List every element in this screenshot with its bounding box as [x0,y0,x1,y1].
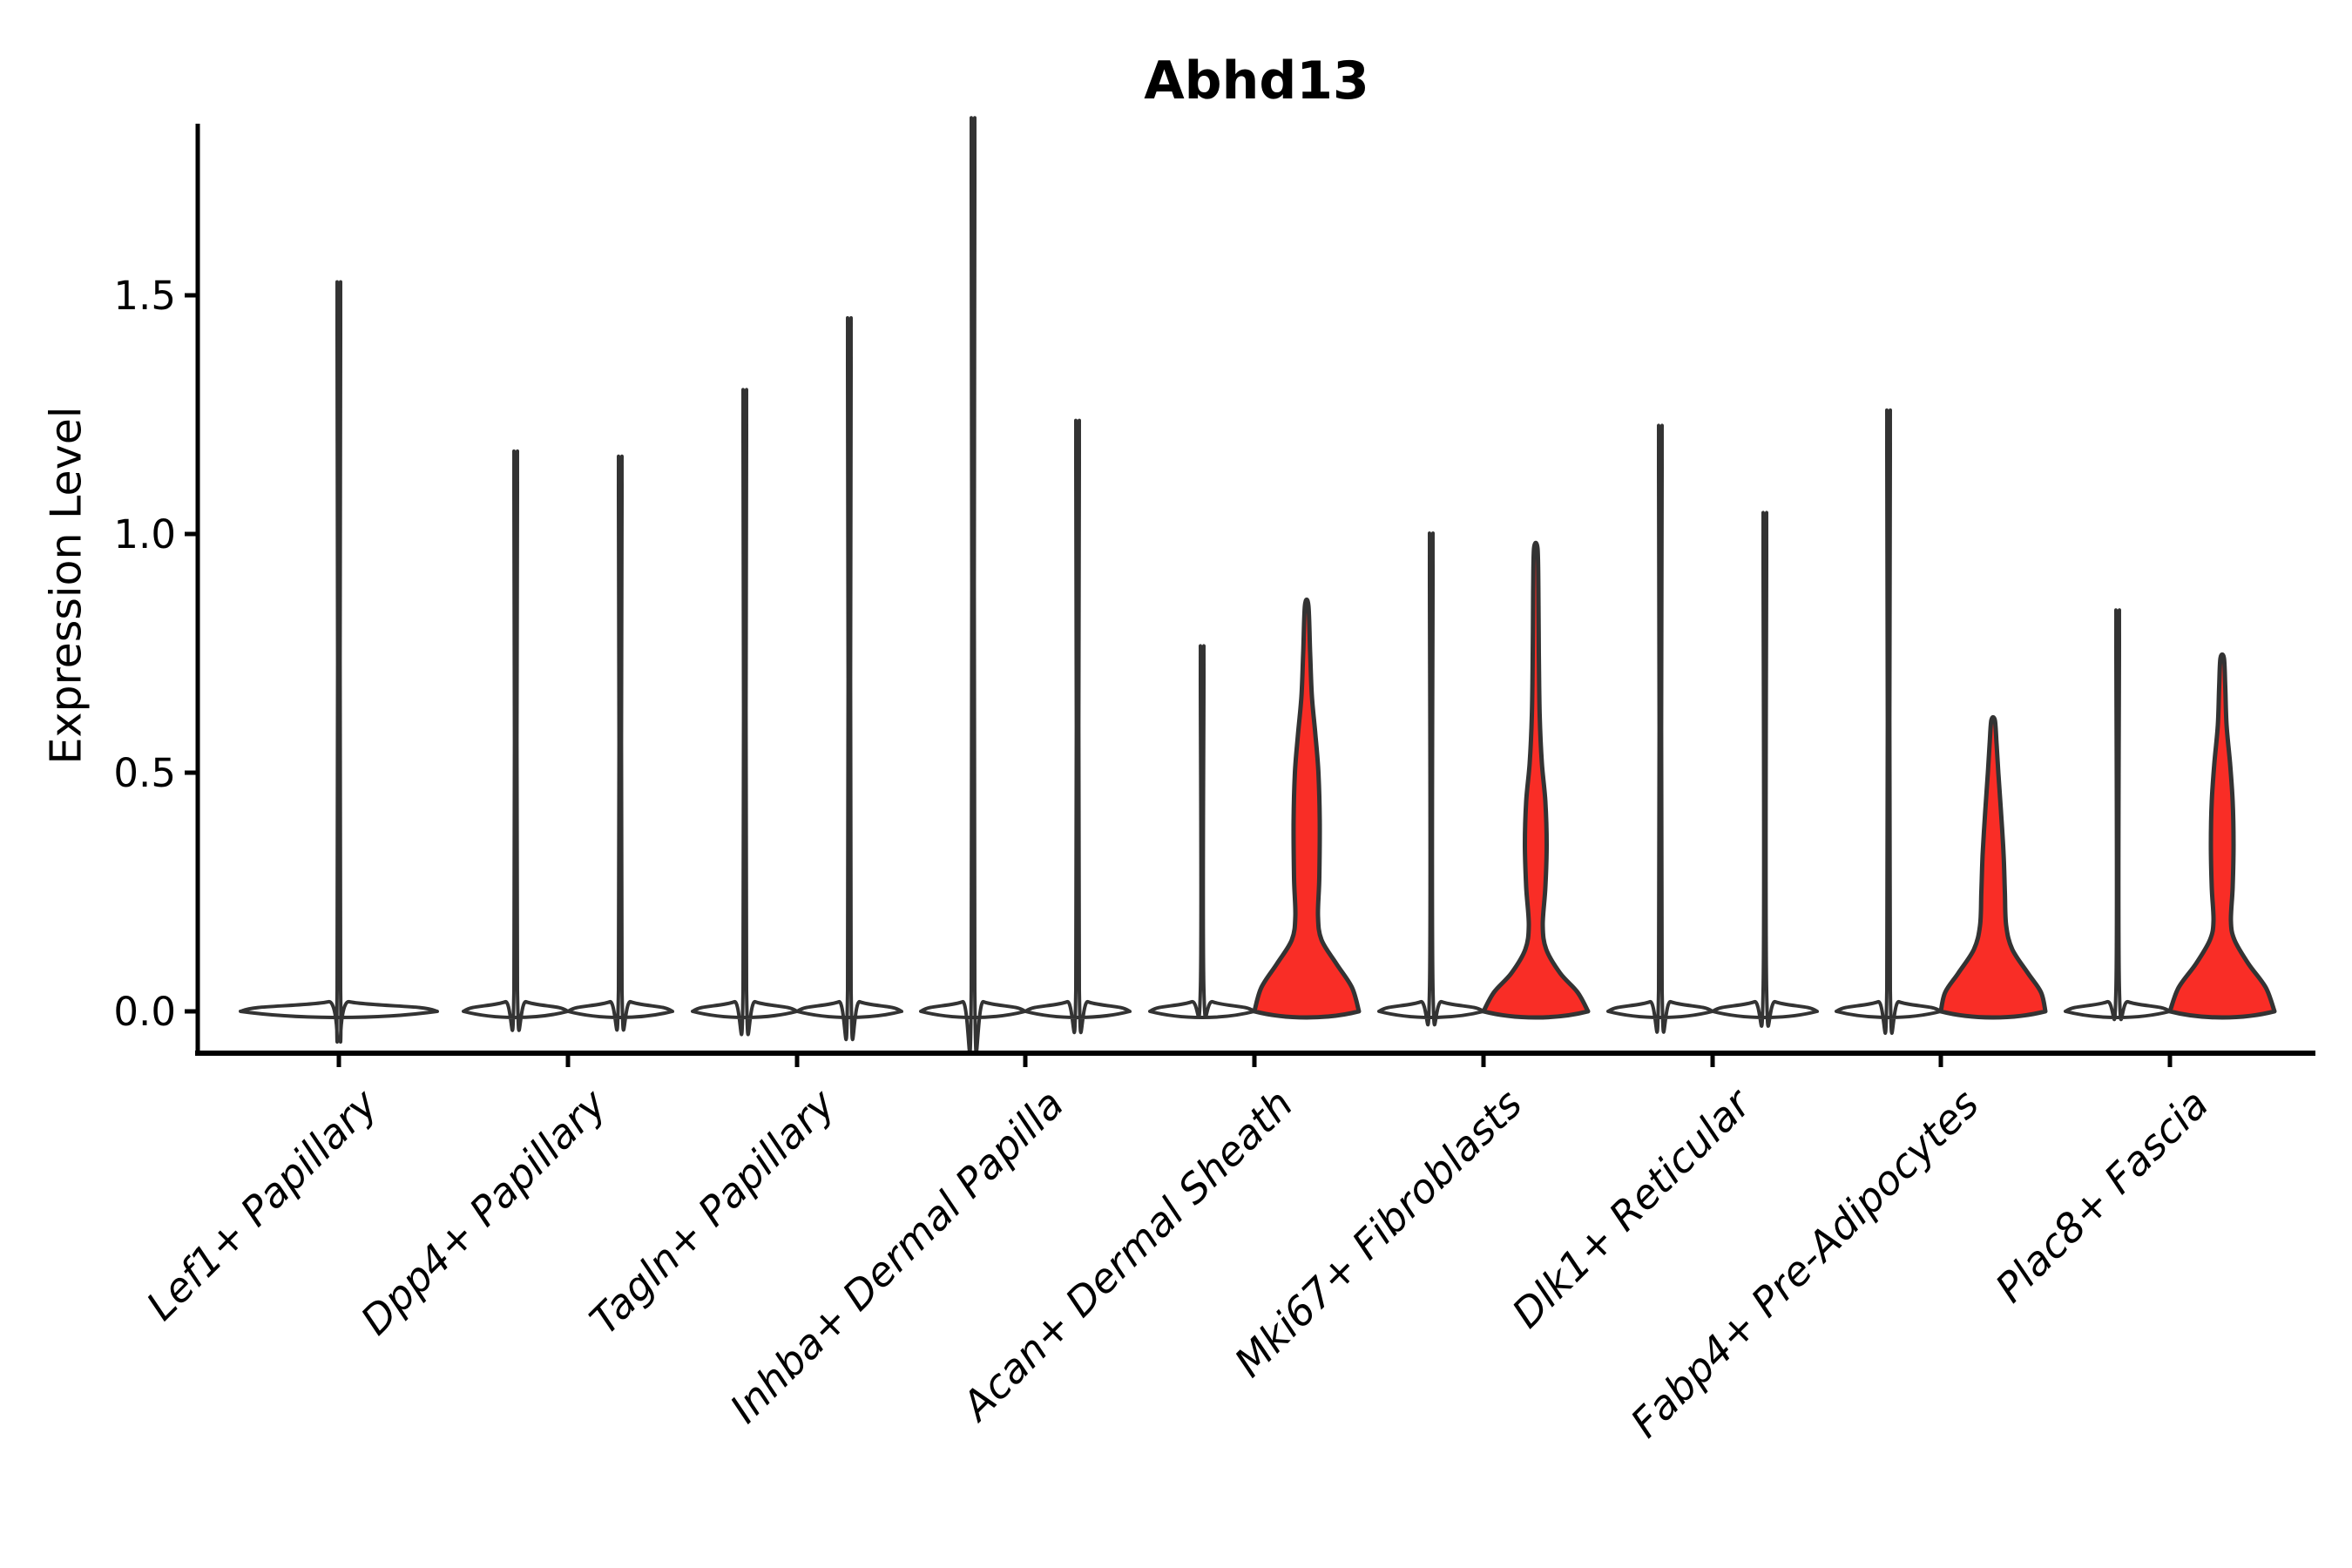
violin-3-right [1024,418,1132,1034]
violin-3-left [919,116,1027,1055]
chart-title: Abhd13 [1144,51,1369,112]
violin-8-right [2167,652,2277,1020]
violin-0-full [239,280,439,1044]
ytick-label-1: 0.5 [113,750,176,796]
ytick-label-0: 0.0 [113,989,176,1035]
violin-1-left [462,449,570,1032]
ytick-label-3: 1.5 [113,273,176,319]
violin-7-right [1938,714,2048,1020]
violin-1-right [566,454,674,1032]
violin-2-left [691,388,799,1037]
y-axis-label: Expression Level [41,406,91,765]
violin-5-left [1377,531,1485,1027]
violin-4-right [1252,597,1362,1020]
violin-4-left [1148,644,1256,1019]
violin-5-right [1481,540,1591,1020]
ytick-label-2: 1.0 [113,511,176,558]
violin-2-right [795,316,903,1042]
violin-8-left [2064,608,2172,1022]
violin-7-left [1835,408,1943,1035]
violin-6-left [1606,423,1714,1034]
violin-6-right [1711,510,1819,1028]
